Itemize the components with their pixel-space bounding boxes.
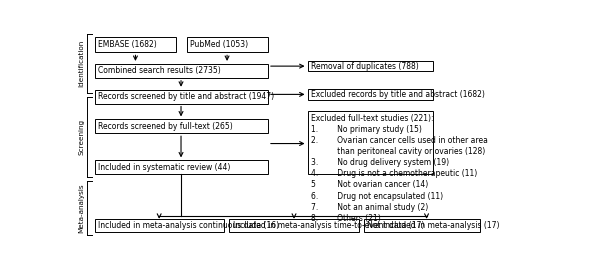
Bar	[95, 64, 268, 78]
Text: Records screened by full-text (265): Records screened by full-text (265)	[98, 122, 233, 131]
Bar	[308, 61, 433, 71]
Bar	[95, 90, 268, 104]
Text: Excluded full-text studies (221):
1.        No primary study (15)
2.        Ovar: Excluded full-text studies (221): 1. No …	[311, 114, 488, 223]
Text: Meta-analysis: Meta-analysis	[78, 183, 84, 233]
Text: Records screened by title and abstract (1947): Records screened by title and abstract (…	[98, 92, 274, 101]
Bar	[364, 219, 479, 232]
Bar	[95, 160, 268, 174]
Text: Excluded records by title and abstract (1682): Excluded records by title and abstract (…	[311, 90, 485, 99]
Text: EMBASE (1682): EMBASE (1682)	[98, 40, 157, 49]
Text: Included in meta-analysis continuous data (16): Included in meta-analysis continuous dat…	[98, 221, 279, 230]
Bar	[95, 219, 224, 232]
Text: Screening: Screening	[78, 119, 84, 155]
Text: Combined search results (2735): Combined search results (2735)	[98, 66, 221, 75]
Bar	[187, 37, 268, 52]
Text: Included in meta-analysis time-to-event data (17): Included in meta-analysis time-to-event …	[233, 221, 424, 230]
Text: Included in systematic review (44): Included in systematic review (44)	[98, 163, 230, 172]
Bar	[308, 111, 433, 174]
Bar	[229, 219, 359, 232]
Text: Not included in meta-analysis (17): Not included in meta-analysis (17)	[367, 221, 500, 230]
Text: Identification: Identification	[78, 40, 84, 87]
Text: Removal of duplicates (788): Removal of duplicates (788)	[311, 62, 419, 71]
Bar	[95, 119, 268, 133]
Text: PubMed (1053): PubMed (1053)	[190, 40, 248, 49]
Bar	[95, 37, 176, 52]
Bar	[308, 89, 433, 99]
